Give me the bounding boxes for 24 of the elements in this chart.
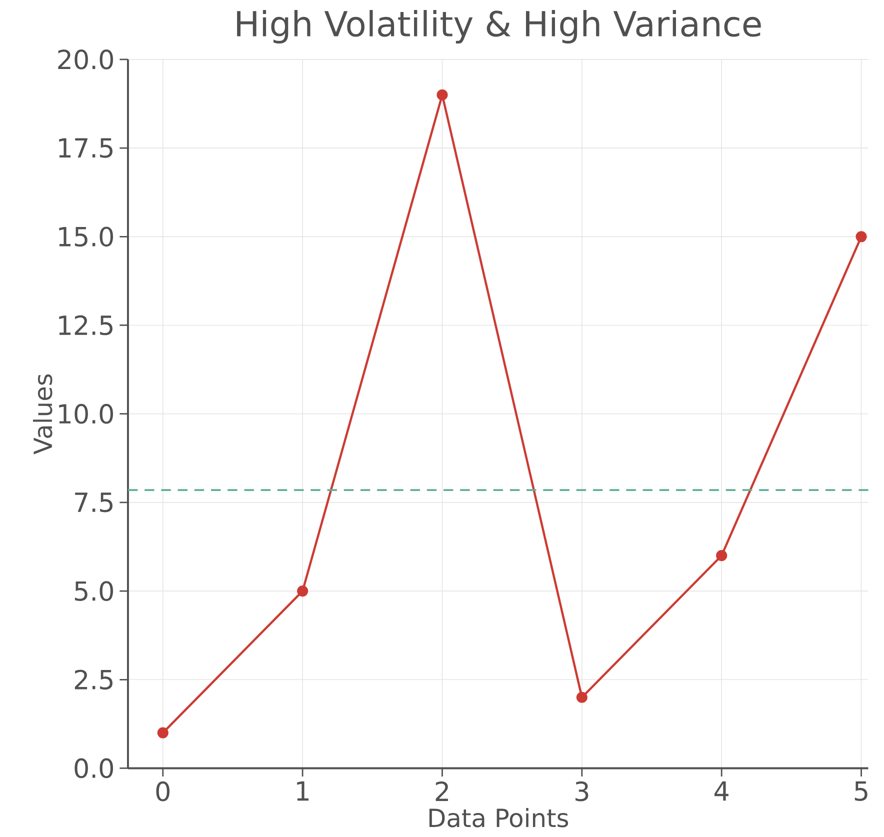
y-tick-label: 15.0 — [59, 226, 114, 247]
point — [157, 727, 168, 738]
x-tick-label: 4 — [714, 781, 728, 801]
y-tick-label: 0.0 — [74, 758, 114, 778]
y-tick-label: 17.5 — [59, 138, 112, 158]
x-tick-label: 5 — [854, 781, 868, 801]
x-axis-title: Data Points — [429, 808, 568, 828]
point — [436, 89, 448, 100]
point — [297, 585, 308, 597]
y-tick-label: 7.5 — [75, 492, 112, 512]
x-tick-label: 2 — [436, 781, 448, 801]
point — [856, 231, 867, 242]
y-tick-label: 10.0 — [59, 404, 114, 424]
y-tick-label: 12.5 — [59, 315, 112, 336]
chart-title: High Volatility & High Variance — [237, 10, 761, 44]
y-tick-label: 20.0 — [58, 49, 114, 70]
x-tick-label: 3 — [576, 781, 588, 802]
x-tick-label: 1 — [297, 781, 309, 801]
y-tick-label: 5.0 — [74, 581, 114, 601]
y-tick-label: 2.5 — [74, 670, 112, 690]
x-tick-label: 0 — [156, 781, 170, 802]
point — [576, 692, 588, 703]
y-axis-title: Values — [32, 374, 52, 454]
point — [716, 550, 728, 562]
